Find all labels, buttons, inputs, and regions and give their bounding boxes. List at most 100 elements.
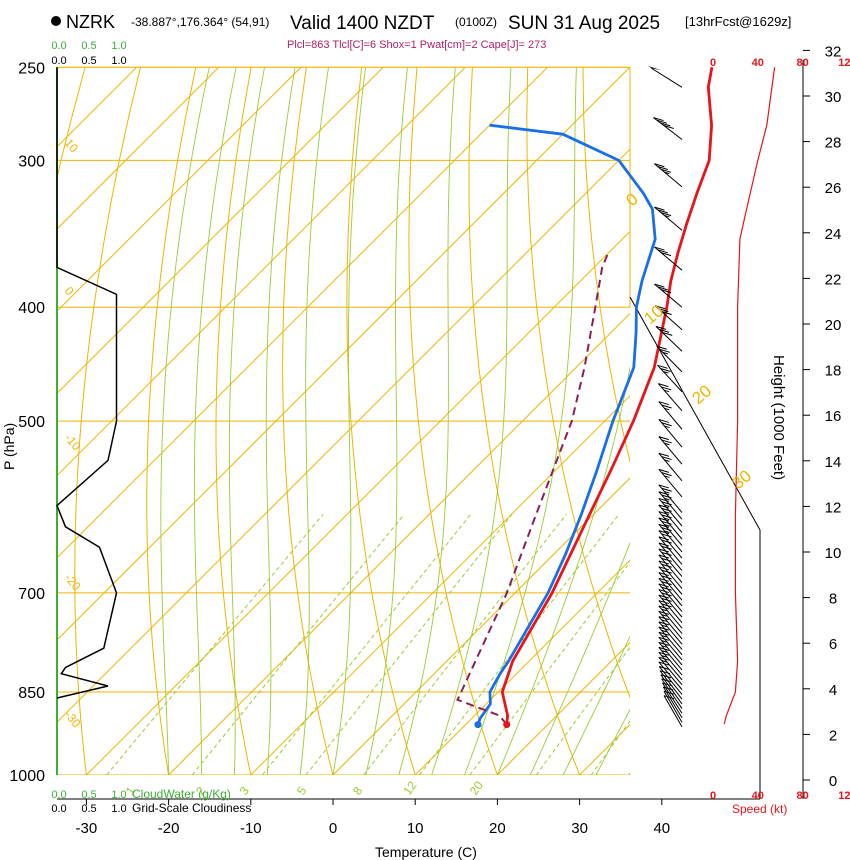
height-tick-label: 32 [825,43,842,60]
wind-barb [660,674,683,705]
moist-adiabat [562,635,630,775]
utc-time: (0100Z) [455,15,497,29]
height-tick-label: 8 [829,591,837,608]
forecast-info: [13hrFcst@1629z] [685,14,791,29]
plot-area [0,0,850,800]
wind-barb [658,605,683,634]
speed-label: Speed (kt) [732,802,787,816]
x-tick-label: -20 [158,820,180,837]
moist-adiabat [228,67,265,775]
cloudiness-top-tick: 0.0 [51,55,66,67]
moist-adiabat [265,67,296,775]
pressure-tick-label: 300 [18,153,45,170]
wind-barb [658,577,683,607]
speed-bottom-tick: 40 [752,790,764,802]
wind-barb [658,504,683,533]
isotherm-line [496,641,630,775]
valid-date: SUN 31 Aug 2025 [508,13,660,34]
height-tick-label: 6 [829,636,837,653]
isotherm-line [57,67,138,148]
wind-barb [658,560,683,589]
pressure-tick-label: 1000 [9,768,45,785]
moist-adiabat [160,67,210,775]
wind-barb [658,523,683,553]
dry-adiabat [146,67,197,775]
dry-adiabat-label: 0 [62,284,77,298]
dewpoint-line [476,123,657,726]
height-tick-label: 18 [825,363,842,380]
x-tick-label: -10 [240,820,262,837]
height-tick-label: 10 [825,545,842,562]
isotherm-line [250,395,630,775]
height-axis-title: Height (1000 Feet) [770,355,787,480]
height-tick-label: 30 [825,89,842,106]
parcel-params: Plcl=863 Tlcl[C]=6 Shox=1 Pwat[cm]=2 Cap… [287,39,546,51]
wind-barb [647,65,683,88]
isotherm-line [57,67,549,559]
mixing-ratio-line [363,513,567,775]
wind-barb [658,484,683,513]
dry-adiabat [346,67,416,775]
mixing-ratio-label: 20 [467,778,486,797]
dry-adiabat [468,67,581,775]
x-tick-label: 0 [329,820,337,837]
moist-adiabat [628,772,630,775]
wind-layer [647,65,683,728]
wind-barb [656,345,683,373]
mixing-ratio-line [191,513,405,775]
height-tick-label: 14 [825,454,842,471]
speed-bottom-tick: 0 [710,790,716,802]
wind-barb [658,548,683,577]
cloudiness-top-tick: 1.0 [111,55,126,67]
wind-frame [629,296,761,799]
height-tick-label: 24 [825,226,842,243]
surface-dew-point [474,721,482,729]
wind-barb [658,583,683,612]
mixing-ratio-label: 3 [237,784,252,798]
dry-adiabat [794,0,850,800]
dry-adiabat [742,0,850,800]
wind-barb [658,621,683,650]
isotherm-line [57,67,630,641]
wind-barb [653,117,683,140]
mixing-ratio-label: 8 [350,784,365,798]
wind-barb [658,554,683,583]
wind-barb [654,246,683,271]
isotherm-line [0,0,4,800]
height-tick-label: 16 [825,408,842,425]
height-tick-label: 20 [825,317,842,334]
dry-adiabat [638,0,840,800]
mixing-ratio-line [262,513,472,775]
wind-barb [658,383,683,412]
dry-adiabat-label: 30 [728,466,755,493]
dry-adiabat [526,67,630,699]
cloudiness-label: Grid-Scale Cloudiness [132,801,251,815]
height-tick-label: 0 [829,773,837,790]
wind-barb [654,163,683,188]
pressure-tick-label: 700 [18,586,45,603]
wind-barb [658,542,683,571]
isotherm-line [57,67,467,477]
temperature-line [500,67,714,725]
x-tick-label: 20 [489,820,506,837]
wind-barb [658,572,683,601]
wind-barb [661,678,683,709]
speed-top-tick: 40 [752,57,764,69]
cloudwater-top-tick: 0.5 [81,40,96,52]
dry-adiabat [74,67,142,775]
height-tick-label: 26 [825,180,842,197]
x-axis-title: Temperature (C) [375,844,477,860]
wind-barb [655,325,683,352]
wind-barb [658,517,683,546]
cloudwater-bottom-tick: 1.0 [111,789,126,801]
isotherm-line [57,67,220,230]
mixing-ratio-line [106,513,324,775]
wind-barb [654,305,683,331]
y-axis-title: P (hPa) [1,423,17,470]
isotherm-line [0,0,86,800]
cloudwater-label: CloudWater (g/Kg) [132,787,231,801]
height-tick-label: 2 [829,727,837,744]
mixing-ratio-line [419,513,620,775]
speed-bottom-tick: 80 [796,790,808,802]
